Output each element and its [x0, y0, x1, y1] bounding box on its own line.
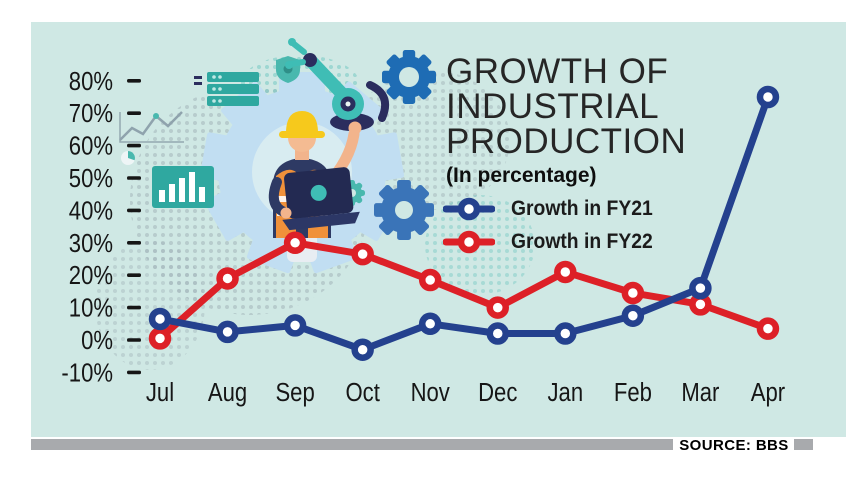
source-label: SOURCE: BBS — [679, 437, 789, 454]
fy22-line-marker-icon — [443, 230, 495, 253]
source-bar-right — [794, 439, 813, 450]
chart-panel — [31, 22, 846, 437]
legend-item-fy22: Growth in FY22 — [443, 225, 665, 258]
title-block: GROWTH OF INDUSTRIAL PRODUCTION (In perc… — [446, 54, 686, 188]
source-bar-left — [31, 439, 673, 450]
legend-item-fy21: Growth in FY21 — [443, 192, 665, 225]
legend-label-fy21: Growth in FY21 — [511, 196, 653, 220]
page-subtitle: (In percentage) — [446, 164, 597, 187]
page-title-line1: GROWTH OF — [446, 52, 669, 91]
page-title-line2: INDUSTRIAL — [446, 87, 660, 126]
fy21-line-marker-icon — [443, 197, 495, 220]
chart-legend: Growth in FY21 Growth in FY22 — [443, 192, 665, 258]
legend-label-fy22: Growth in FY22 — [511, 229, 653, 253]
page-title-line3: PRODUCTION — [446, 122, 687, 161]
